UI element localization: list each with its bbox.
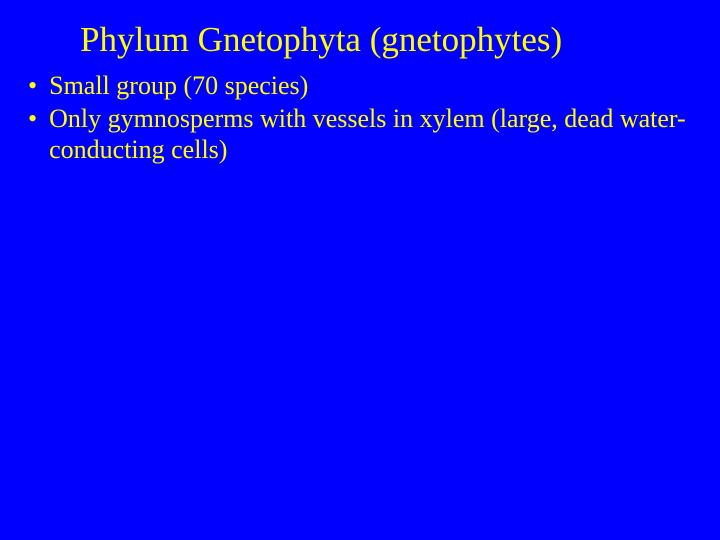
bullet-list: • Small group (70 species) • Only gymnos… <box>0 70 720 166</box>
slide-container: Phylum Gnetophyta (gnetophytes) • Small … <box>0 0 720 540</box>
bullet-icon: • <box>28 103 37 134</box>
slide-title: Phylum Gnetophyta (gnetophytes) <box>0 20 720 60</box>
bullet-icon: • <box>28 70 37 101</box>
bullet-text: Small group (70 species) <box>49 70 720 101</box>
bullet-text: Only gymnosperms with vessels in xylem (… <box>49 103 720 165</box>
list-item: • Only gymnosperms with vessels in xylem… <box>20 103 720 165</box>
list-item: • Small group (70 species) <box>20 70 720 101</box>
